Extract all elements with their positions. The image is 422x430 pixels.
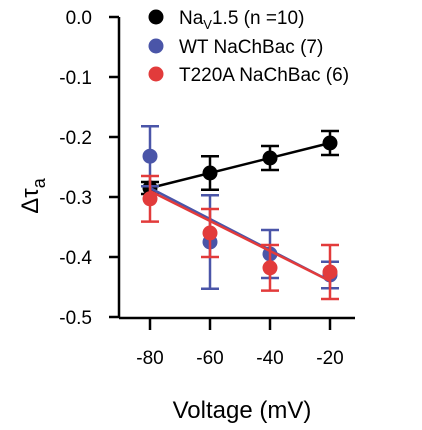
- legend-marker-nav15: [148, 9, 164, 25]
- series-nav15: [141, 129, 339, 196]
- x-tick-label: -20: [316, 348, 343, 369]
- data-point-t220a: [262, 260, 278, 276]
- fit-line-t220a: [149, 189, 331, 283]
- series-wt: [141, 124, 339, 291]
- data-point-t220a: [322, 264, 338, 280]
- y-axis-label-main: Δτ: [17, 188, 44, 214]
- legend-label-nav15-post: 1.5 (n =10): [212, 8, 304, 29]
- fit-line-nav15: [149, 141, 331, 190]
- y-tick-label: -0.1: [59, 68, 92, 89]
- plot-area: [141, 124, 339, 301]
- y-ticks: 0.0 -0.1 -0.2 -0.3 -0.4 -0.5: [59, 8, 119, 329]
- legend: NaV1.5 (n =10) WT NaChBac (7) T220A NaCh…: [148, 8, 349, 86]
- axes: [117, 17, 355, 320]
- legend-label-nav15: NaV1.5 (n =10): [179, 8, 304, 32]
- y-tick-label: 0.0: [66, 8, 92, 29]
- x-tick-label: -60: [196, 348, 223, 369]
- data-point-nav15: [262, 150, 278, 166]
- y-axis-label-sub: a: [29, 177, 49, 188]
- x-axis-label: Voltage (mV): [173, 397, 312, 424]
- legend-label-nav15-pre: Na: [179, 8, 204, 29]
- data-point-t220a: [202, 225, 218, 241]
- legend-entry-t220a: T220A NaChBac (6): [148, 65, 349, 86]
- y-tick-label: -0.4: [59, 248, 92, 269]
- data-point-t220a: [142, 191, 158, 207]
- legend-entry-nav15: NaV1.5 (n =10): [148, 8, 304, 32]
- legend-entry-wt: WT NaChBac (7): [148, 37, 323, 58]
- y-tick-label: -0.3: [59, 188, 92, 209]
- data-point-nav15: [322, 135, 338, 151]
- series-t220a: [141, 174, 339, 301]
- legend-label-t220a: T220A NaChBac (6): [179, 65, 349, 86]
- data-point-wt: [142, 148, 158, 164]
- legend-marker-wt: [148, 38, 164, 54]
- x-tick-label: -80: [136, 348, 163, 369]
- y-axis-label: Δτa: [17, 177, 49, 214]
- y-tick-label: -0.2: [59, 128, 92, 149]
- legend-label-nav15-sub: V: [203, 17, 212, 32]
- x-tick-label: -40: [256, 348, 283, 369]
- legend-label-wt: WT NaChBac (7): [179, 37, 323, 58]
- y-tick-label: -0.5: [59, 308, 92, 329]
- legend-marker-t220a: [148, 66, 164, 82]
- data-point-nav15: [202, 165, 218, 181]
- x-ticks: -80 -60 -40 -20: [136, 318, 344, 369]
